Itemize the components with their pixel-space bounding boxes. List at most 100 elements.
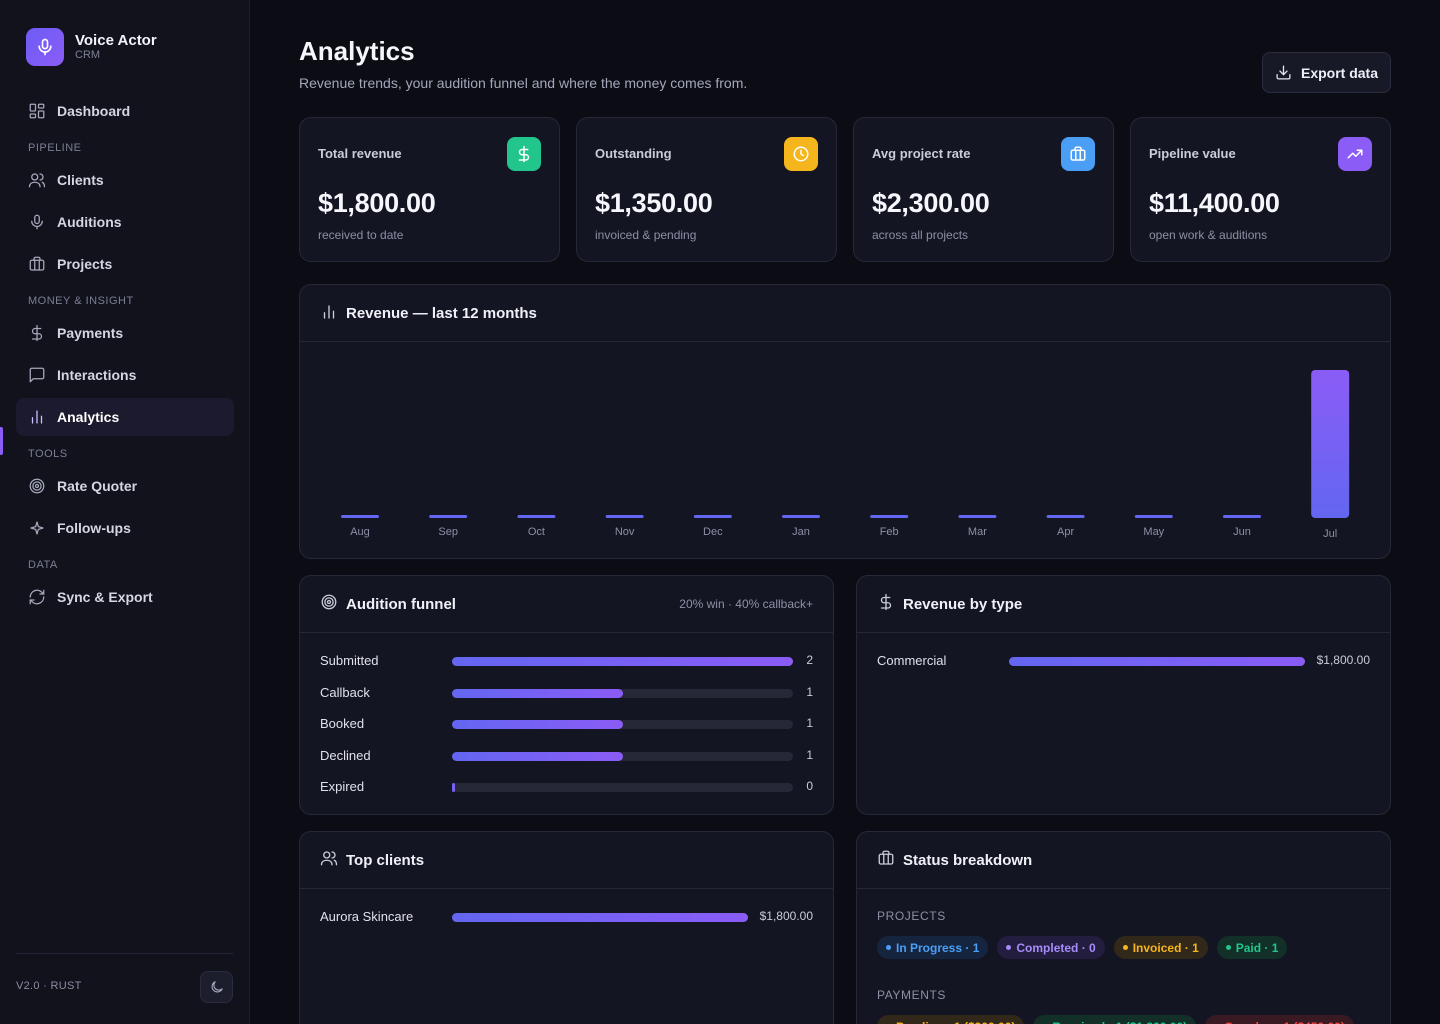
sidebar-item-label: Auditions	[57, 214, 122, 230]
audition-funnel-card: Audition funnel 20% win · 40% callback+ …	[299, 575, 834, 815]
stat-value: $1,350.00	[595, 188, 713, 218]
stat-value: $2,300.00	[872, 188, 990, 218]
row-label: Callback	[320, 684, 370, 700]
list-item: Callback 1	[320, 683, 813, 703]
progress-fill	[452, 720, 623, 729]
stat-card-outstanding: Outstanding $1,350.00 invoiced & pending	[576, 117, 837, 262]
status-badge-label: Invoiced · 1	[1132, 940, 1199, 955]
card-title: Status breakdown	[903, 852, 1033, 869]
chart-bar[interactable]	[605, 515, 644, 518]
revenue-bar-chart: Aug Sep Oct Nov Dec Jan Feb Mar Apr May Jun Jul	[341, 370, 1350, 540]
app-name: Voice Actor	[75, 32, 157, 49]
sidebar-item-dashboard[interactable]: Dashboard	[16, 92, 234, 130]
sidebar-item-analytics[interactable]: Analytics	[16, 398, 234, 436]
dollar-icon	[507, 137, 541, 171]
x-tick-label: Sep	[438, 526, 458, 538]
status-badge: Received · 1 ($1,800.00)	[1033, 1015, 1197, 1024]
progress-track	[452, 913, 748, 922]
card-title: Top clients	[346, 852, 425, 869]
x-tick-label: Jul	[1323, 528, 1337, 540]
projects-label: PROJECTS	[877, 909, 946, 923]
sidebar-item-projects[interactable]: Projects	[16, 245, 234, 283]
chart-bar[interactable]	[693, 515, 732, 518]
sidebar-footer: V2.0 · RUST	[16, 953, 233, 1013]
x-tick-label: Aug	[350, 526, 370, 538]
dollar-icon	[31, 324, 43, 342]
version-label: V2.0 · RUST	[16, 980, 82, 992]
sidebar-item-rate-quoter[interactable]: Rate Quoter	[16, 467, 234, 505]
card-header: Status breakdown	[857, 832, 1390, 889]
stat-note: received to date	[318, 228, 404, 242]
status-badge-label: Completed · 0	[1016, 940, 1096, 955]
row-label: Aurora Skincare	[320, 909, 414, 924]
chart-bar[interactable]	[1134, 515, 1173, 518]
sidebar-item-label: Rate Quoter	[57, 478, 138, 494]
row-label: Submitted	[320, 653, 379, 668]
app-subtitle: CRM	[75, 49, 101, 61]
chart-bar[interactable]	[782, 515, 820, 518]
sidebar-item-clients[interactable]: Clients	[16, 161, 234, 199]
progress-track	[452, 783, 793, 792]
stat-card-total-revenue: Total revenue $1,800.00 received to date	[299, 117, 560, 262]
list-item: Declined 1	[320, 746, 813, 766]
sidebar-item-label: Sync & Export	[57, 589, 153, 605]
sidebar-item-label: Follow-ups	[57, 520, 131, 536]
download-icon	[1276, 65, 1291, 80]
sidebar-item-auditions[interactable]: Auditions	[16, 203, 234, 241]
chart-bar[interactable]	[958, 515, 997, 518]
status-badge-label: Paid · 1	[1235, 940, 1279, 955]
top-clients-card: Top clients Aurora Skincare $1,800.00	[299, 831, 834, 1024]
card-title: Audition funnel	[346, 596, 456, 613]
payments-label: PAYMENTS	[877, 988, 947, 1002]
x-tick-label: Mar	[968, 526, 987, 538]
progress-fill	[452, 688, 623, 698]
stat-card-avg-project-rate: Avg project rate $2,300.00 across all pr…	[853, 117, 1114, 262]
card-title: Revenue by type	[903, 596, 1023, 613]
stat-label: Total revenue	[318, 146, 402, 161]
stat-note: open work & auditions	[1149, 228, 1268, 242]
stat-value: $1,800.00	[318, 188, 436, 218]
chart-bar[interactable]	[1046, 515, 1085, 518]
moon-icon	[211, 981, 223, 993]
refresh-icon	[29, 589, 45, 605]
stat-value: $11,400.00	[1149, 188, 1280, 218]
progress-track	[1009, 657, 1305, 666]
target-icon	[29, 478, 45, 494]
x-tick-label: May	[1143, 526, 1164, 538]
section-money: MONEY & INSIGHT	[28, 295, 134, 307]
grid-icon	[29, 103, 45, 119]
chart-bar[interactable]	[517, 515, 556, 518]
bar-chart-icon	[31, 410, 43, 424]
sidebar-item-payments[interactable]: Payments	[16, 314, 234, 352]
x-tick-label: Feb	[880, 526, 899, 538]
card-header: Revenue — last 12 months	[300, 285, 1390, 342]
status-badge-label: Overdue · 1 ($450.00)	[1224, 1020, 1345, 1024]
project-status-chips: In Progress · 1 Completed · 0 Invoiced · 1…	[877, 936, 1288, 959]
chart-bar[interactable]	[1311, 370, 1350, 518]
row-value: $1,800.00	[759, 909, 813, 923]
progress-fill	[1009, 657, 1305, 666]
theme-toggle-button[interactable]	[200, 971, 233, 1003]
list-item: Submitted 2	[320, 651, 813, 671]
chart-bar[interactable]	[341, 515, 379, 518]
chart-bar[interactable]	[429, 515, 468, 518]
bar-chart-icon	[320, 303, 338, 321]
sidebar-item-label: Projects	[57, 256, 113, 272]
sidebar-item-sync-export[interactable]: Sync & Export	[16, 578, 234, 616]
brand[interactable]: Voice Actor CRM	[26, 28, 157, 66]
x-tick-label: Oct	[528, 526, 545, 538]
export-data-button[interactable]: Export data	[1262, 52, 1391, 93]
stat-label: Outstanding	[595, 146, 672, 161]
row-value: 1	[806, 747, 813, 762]
dollar-icon	[877, 593, 895, 611]
sidebar-item-interactions[interactable]: Interactions	[16, 356, 234, 394]
sidebar-item-follow-ups[interactable]: Follow-ups	[16, 509, 234, 547]
chart-bar[interactable]	[870, 515, 909, 518]
section-tools: TOOLS	[28, 448, 68, 460]
card-header: Audition funnel 20% win · 40% callback+	[300, 576, 833, 633]
progress-track	[452, 657, 793, 666]
chart-bar[interactable]	[1223, 515, 1261, 518]
status-dot	[1006, 945, 1012, 950]
status-badge: Paid · 1	[1216, 936, 1288, 959]
microphone-icon	[26, 28, 64, 66]
